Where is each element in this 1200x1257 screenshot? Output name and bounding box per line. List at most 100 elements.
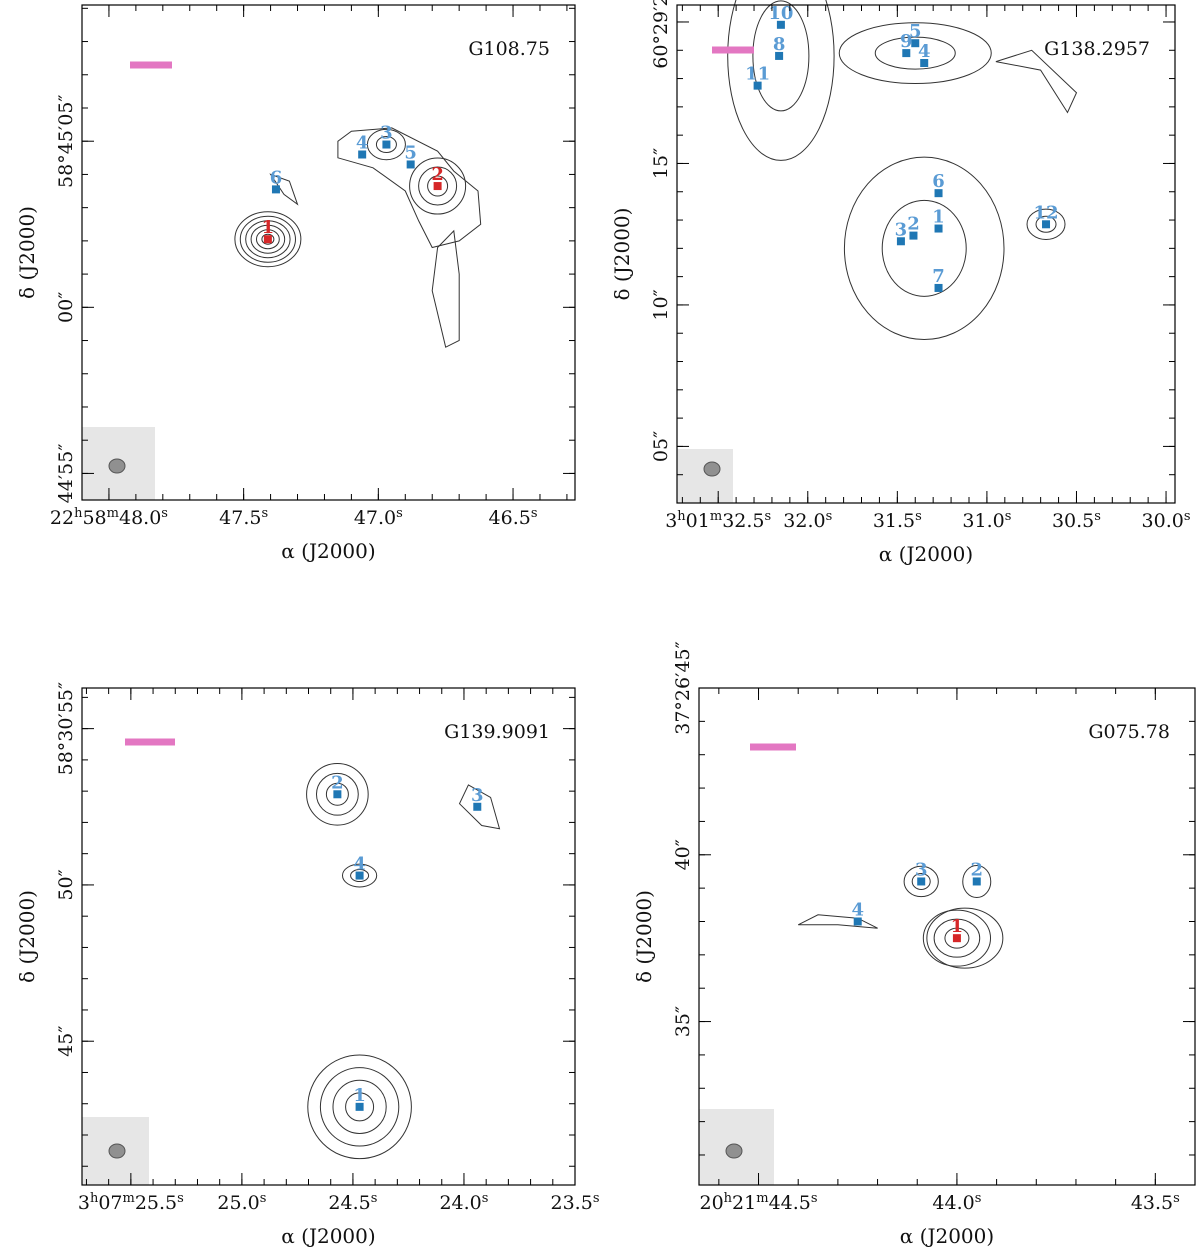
x-tick-label: 30.0s — [1142, 509, 1191, 533]
x-axis-label: α (J2000) — [281, 539, 375, 563]
contour-line — [245, 220, 291, 259]
y-tick-label: 60°29′20″ — [650, 0, 672, 69]
contour-line — [418, 166, 458, 206]
source-label: 3 — [915, 859, 928, 880]
contour-line — [458, 784, 501, 830]
plot-frame — [81, 687, 576, 1186]
x-tick-label: 24.5s — [328, 1191, 377, 1215]
x-tick-label: 46.5s — [489, 506, 538, 530]
y-tick-label: 00″ — [55, 292, 77, 323]
source-marker — [333, 790, 342, 799]
source-label: 8 — [773, 34, 786, 55]
contour-line — [375, 136, 397, 154]
contour-line — [427, 175, 449, 197]
x-tick-label: 44.0s — [932, 1191, 981, 1215]
source-label: 4 — [356, 132, 369, 153]
contour-line — [325, 782, 349, 806]
contours — [727, 0, 1078, 341]
source-label: 9 — [900, 31, 913, 52]
x-tick-label: 3h07m25.5s — [78, 1191, 184, 1215]
source-marker — [853, 917, 862, 926]
source-marker — [934, 189, 943, 198]
source-label: 7 — [932, 266, 945, 287]
contour-line — [345, 1092, 375, 1122]
chart-panel-4: 1 2 3 4 20h21m44.5s 44.0s 43.5s 37°26′45″ 40″ 35″… — [632, 641, 1196, 1248]
panel-title: G108.75 — [468, 38, 550, 60]
scale-bar — [750, 743, 796, 751]
contour-line — [319, 1067, 400, 1147]
contours — [306, 762, 501, 1160]
source-marker — [1042, 220, 1051, 229]
contour-line — [843, 156, 1005, 341]
source-marker — [776, 20, 785, 29]
contour-line — [922, 909, 992, 967]
source-label: 4 — [851, 899, 864, 920]
y-axis-label: δ (J2000) — [632, 890, 656, 983]
contour-line — [315, 772, 359, 816]
x-axis-label: α (J2000) — [281, 1224, 375, 1248]
chart-panel-1: 1 2 34 5 6 22h58m48.0s 47.5s 47.0s 46.5s 58°45′05… — [15, 4, 576, 563]
contour-line — [911, 872, 931, 890]
source-label: 6 — [932, 171, 945, 192]
contour-line — [261, 233, 275, 245]
contour-line — [874, 36, 956, 70]
x-tick-label: 31.5s — [873, 509, 922, 533]
source-marker — [934, 224, 943, 233]
axis-ticks — [81, 5, 575, 500]
source-label: 3 — [380, 123, 393, 144]
contour-line — [307, 1054, 412, 1160]
beam-box — [677, 449, 733, 503]
y-tick-label: 45″ — [55, 1026, 77, 1057]
x-tick-label: 47.0s — [354, 506, 403, 530]
y-tick-label: 10″ — [650, 289, 672, 320]
contour-line — [366, 128, 406, 161]
source-label: 2 — [907, 214, 920, 235]
y-tick-label: 44′55″ — [55, 444, 77, 504]
contour-line — [337, 127, 482, 249]
contour-line — [903, 865, 939, 898]
source-marker — [358, 150, 367, 159]
y-tick-label: 58°45′05″ — [55, 94, 77, 188]
y-tick-label: 58°30′55″ — [55, 682, 77, 776]
source-marker — [952, 934, 961, 943]
beam-ellipse — [108, 458, 126, 474]
source-label: 5 — [909, 21, 922, 42]
source-label: 2 — [970, 859, 983, 880]
contour-line — [944, 927, 970, 949]
x-tick-label: 22h58m48.0s — [50, 506, 168, 530]
contour-line — [250, 224, 286, 254]
source-label: 1 — [932, 207, 945, 228]
contour-line — [962, 864, 992, 898]
source-label: 2 — [331, 772, 344, 793]
source-marker — [934, 283, 943, 292]
plot-frame — [698, 687, 1196, 1186]
contour-line — [797, 914, 878, 929]
y-tick-label: 50″ — [55, 869, 77, 900]
source-marker — [775, 51, 784, 60]
panel-title: G139.9091 — [444, 721, 550, 743]
contour-line — [838, 22, 992, 85]
x-tick-label: 47.5s — [219, 506, 268, 530]
contour-line — [332, 1079, 387, 1134]
contour-line — [306, 762, 369, 826]
source-label: 4 — [918, 41, 931, 62]
axis-ticks — [699, 687, 1196, 1185]
y-axis-label: δ (J2000) — [610, 208, 634, 301]
source-label: 12 — [1033, 202, 1058, 223]
x-tick-label: 25.0s — [217, 1191, 266, 1215]
contour-line — [239, 215, 296, 263]
y-tick-label: 15″ — [650, 148, 672, 179]
source-marker — [917, 877, 926, 886]
contours — [797, 864, 1004, 969]
beam-ellipse — [725, 1143, 743, 1159]
contour-line — [1026, 208, 1066, 240]
contour-line — [431, 229, 460, 348]
contour-line — [881, 199, 967, 297]
contours — [234, 127, 482, 348]
axis-ticks — [82, 688, 576, 1185]
source-marker — [753, 81, 762, 90]
contour-line — [1035, 215, 1057, 233]
x-axis-label: α (J2000) — [900, 1224, 994, 1248]
source-marker — [263, 235, 272, 244]
